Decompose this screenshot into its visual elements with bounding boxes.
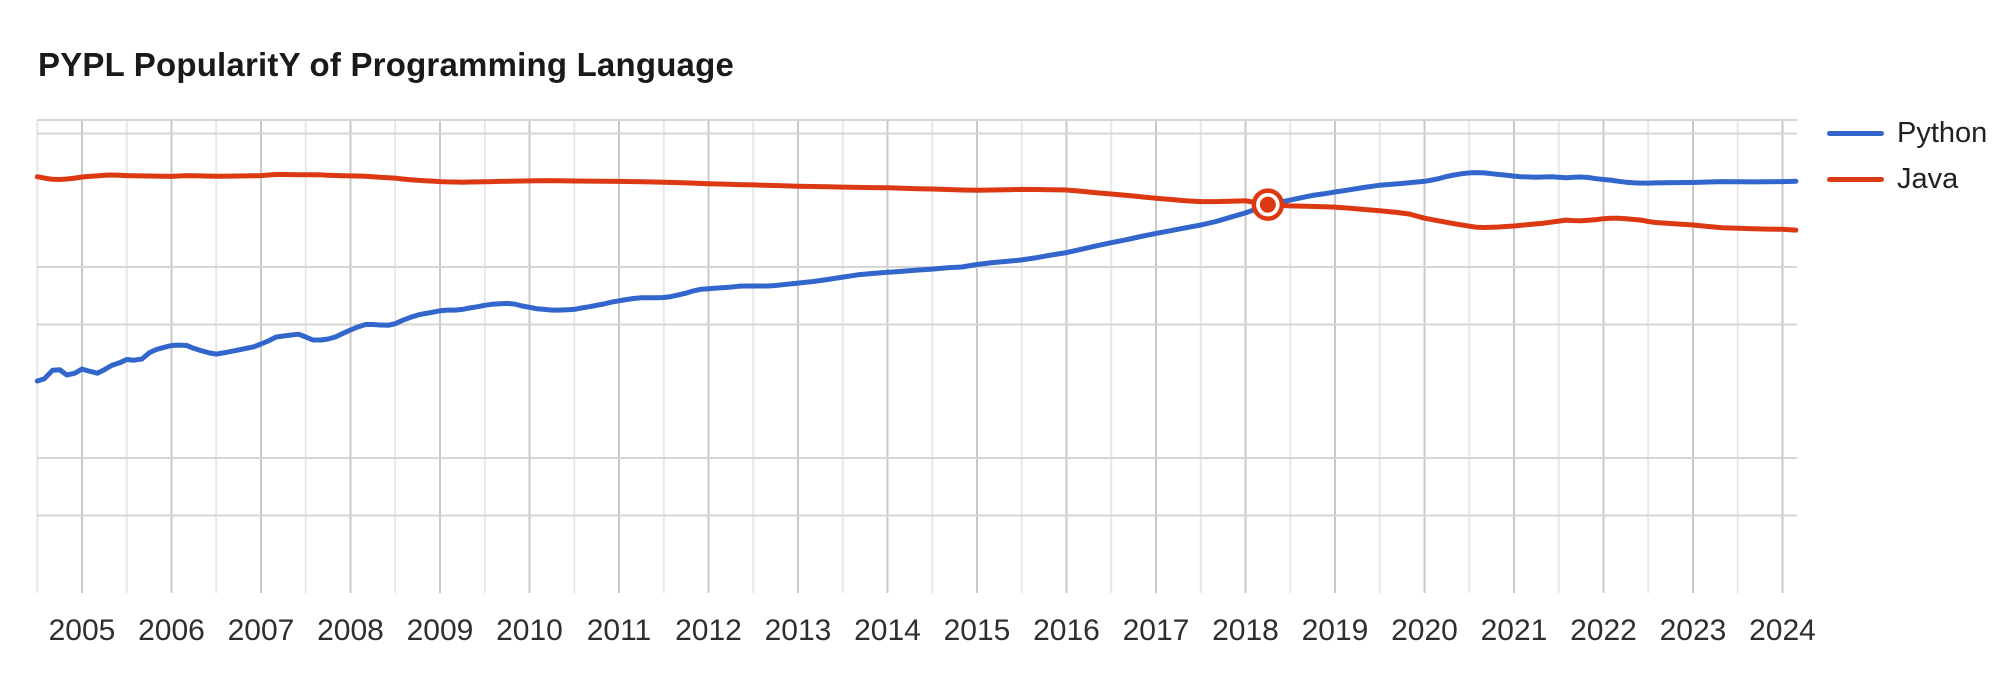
x-tick-label: 2016 xyxy=(1033,614,1100,647)
x-tick-label: 2012 xyxy=(675,614,742,647)
java-line-swatch xyxy=(1827,176,1884,182)
series-line-python[interactable] xyxy=(34,170,1799,384)
x-tick-label: 2013 xyxy=(765,614,832,647)
legend-label-java: Java xyxy=(1897,163,1959,195)
x-tick-label: 2005 xyxy=(49,614,116,647)
x-tick-label: 2017 xyxy=(1123,614,1190,647)
python-line-swatch xyxy=(1827,130,1884,136)
x-tick-label: 2021 xyxy=(1481,614,1548,647)
x-tick-label: 2019 xyxy=(1302,614,1369,647)
x-tick-label: 2011 xyxy=(587,614,652,647)
x-tick-label: 2018 xyxy=(1212,614,1279,647)
x-tick-label: 2009 xyxy=(407,614,474,647)
x-tick-label: 2007 xyxy=(228,614,295,647)
page-title: PYPL PopularitY of Programming Language xyxy=(38,46,735,83)
legend-label-python: Python xyxy=(1897,117,1988,149)
crossover-marker-dot[interactable] xyxy=(1259,196,1276,213)
x-tick-label: 2010 xyxy=(496,614,563,647)
x-tick-label: 2008 xyxy=(317,614,384,647)
series-line-java[interactable] xyxy=(34,172,1799,233)
legend-item-python[interactable]: Python xyxy=(1827,118,1987,148)
x-tick-label: 2006 xyxy=(138,614,205,647)
x-tick-label: 2024 xyxy=(1749,614,1816,647)
x-tick-label: 2014 xyxy=(854,614,921,647)
x-tick-label: 2015 xyxy=(944,614,1011,647)
x-tick-label: 2023 xyxy=(1660,614,1727,647)
x-tick-label: 2020 xyxy=(1391,614,1458,647)
legend-item-java[interactable]: Java xyxy=(1827,164,1958,194)
x-tick-label: 2022 xyxy=(1570,614,1637,647)
